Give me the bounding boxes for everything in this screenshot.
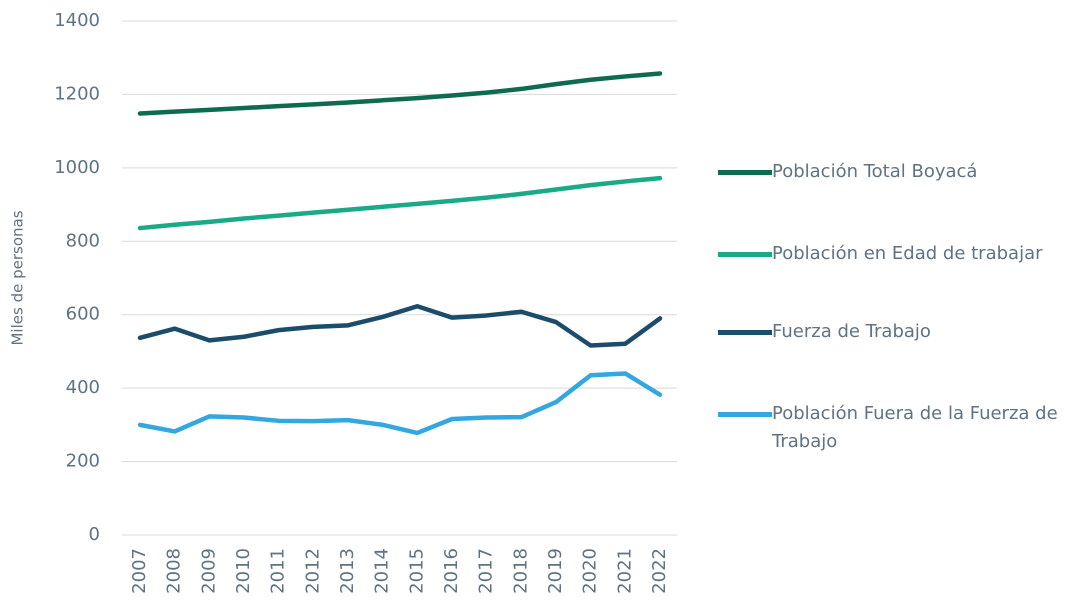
y-tick-label: 600: [66, 304, 100, 325]
y-tick-label: 1000: [54, 157, 100, 178]
x-tick-label: 2018: [510, 548, 531, 594]
series-line: [137, 304, 663, 348]
y-tick-label: 400: [66, 377, 100, 398]
x-tick-label: 2017: [476, 548, 497, 594]
y-tick-label: 0: [89, 524, 100, 545]
legend-entry: Población Fuera de la Fuerza de Trabajo: [718, 400, 1082, 456]
x-tick-label: 2013: [337, 548, 358, 594]
legend-entry: Población Total Boyacá: [718, 158, 1082, 186]
series-line: [137, 71, 663, 116]
x-tick-label: 2020: [580, 548, 601, 594]
y-tick-label: 200: [66, 451, 100, 472]
x-tick-label: 2014: [372, 548, 393, 594]
x-tick-label: 2022: [649, 548, 670, 594]
x-tick-label: 2008: [164, 548, 185, 594]
x-tick-label: 2021: [614, 548, 635, 594]
legend-swatch: [718, 412, 772, 417]
y-tick-label: 1400: [54, 10, 100, 31]
y-axis-label: Miles de personas: [9, 210, 27, 345]
x-tick-label: 2007: [129, 548, 150, 594]
series-line: [137, 175, 663, 231]
x-tick-label: 2016: [441, 548, 462, 594]
x-tick-label: 2011: [268, 548, 289, 594]
x-tick-label: 2019: [545, 548, 566, 594]
legend-swatch: [718, 330, 772, 335]
legend-entry: Población en Edad de trabajar: [718, 240, 1082, 268]
legend-label: Población Fuera de la Fuerza de Trabajo: [772, 403, 1058, 452]
legend-label: Fuerza de Trabajo: [772, 321, 931, 342]
x-tick-label: 2012: [302, 548, 323, 594]
legend-label: Población en Edad de trabajar: [772, 243, 1043, 264]
y-tick-label: 800: [66, 230, 100, 251]
legend-entry: Fuerza de Trabajo: [718, 318, 1082, 346]
legend-label: Población Total Boyacá: [772, 161, 978, 182]
legend-swatch: [718, 252, 772, 257]
legend-swatch: [718, 170, 772, 175]
series-line: [137, 371, 663, 436]
x-tick-label: 2015: [406, 548, 427, 594]
x-tick-label: 2010: [233, 548, 254, 594]
x-tick-label: 2009: [198, 548, 219, 594]
y-tick-label: 1200: [54, 83, 100, 104]
